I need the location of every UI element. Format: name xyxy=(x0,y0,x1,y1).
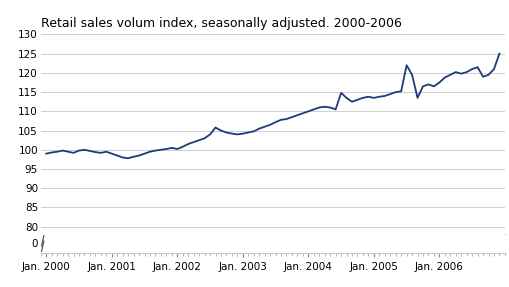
Text: Retail sales volum index, seasonally adjusted. 2000-2006: Retail sales volum index, seasonally adj… xyxy=(41,18,401,30)
